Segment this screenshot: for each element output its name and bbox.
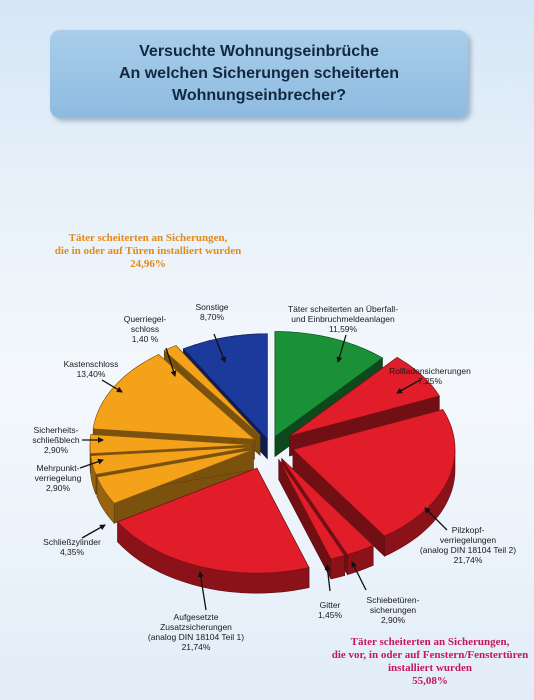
slice-arrow-11	[213, 333, 226, 363]
slice-arrow-0	[336, 334, 347, 363]
slice-label-9: Kastenschloss 13,40%	[64, 359, 119, 379]
slice-label-line: verriegelung	[35, 473, 82, 483]
group-windows-line-1: Täter scheiterten an Sicherungen,	[350, 636, 510, 648]
title-line-3: Wohnungseinbrecher?	[172, 87, 346, 104]
slice-label-line: (analog DIN 18104 Teil 2)	[420, 545, 516, 555]
group-windows-line-3: installiert wurden	[387, 662, 473, 674]
group-windows-value: 55,08%	[412, 675, 448, 687]
slice-label-line: Sonstige	[195, 302, 228, 312]
slice-value-label: 13,40%	[77, 369, 106, 379]
slice-label-10: Querriegel-schloss 1,40 %	[124, 314, 167, 344]
pie-slice-2	[292, 409, 456, 557]
group-doors-line-1: Täter scheiterten an Sicherungen,	[68, 232, 228, 244]
group-windows-note: Täter scheiterten an Sicherungen, die vo…	[300, 636, 534, 688]
slice-arrow-6	[81, 524, 106, 539]
slice-label-line: Gitter	[320, 600, 341, 610]
slice-value-label: 1,45%	[318, 610, 343, 620]
slice-label-1: Rollladensicherungen 7,25%	[389, 366, 471, 386]
slice-label-line: Schließzylinder	[43, 537, 101, 547]
slice-label-line: Mehrpunkt-	[37, 463, 80, 473]
slice-value-label: 21,74%	[454, 555, 483, 565]
pie-labels: Täter scheiterten an Überfall-und Einbru…	[32, 302, 516, 652]
pie-slices	[89, 331, 456, 594]
slice-value-label: 2,90%	[381, 615, 406, 625]
slice-arrow-10	[165, 347, 177, 377]
group-doors-line-2: die in oder auf Türen installiert wurden	[54, 245, 242, 257]
slice-label-6: Schließzylinder 4,35%	[43, 537, 101, 557]
slice-label-line: sicherungen	[370, 605, 417, 615]
slice-label-line: (analog DIN 18104 Teil 1)	[148, 632, 244, 642]
slice-label-line: Rollladensicherungen	[389, 366, 471, 376]
slice-value-label: 2,90%	[46, 483, 71, 493]
slice-arrow-3	[351, 561, 367, 591]
group-doors-note: Täter scheiterten an Sicherungen, die in…	[28, 232, 268, 271]
pie-slice-5	[116, 467, 310, 594]
title-line-1: Versuchte Wohnungseinbrüche	[139, 43, 379, 60]
slice-label-5: Aufgesetzte Zusatzsicherungen (analog DIN …	[148, 612, 244, 652]
slice-label-line: und Einbruchmeldeanlagen	[291, 314, 395, 324]
slice-arrow-5	[197, 571, 207, 611]
slice-label-7: Mehrpunkt-verriegelung 2,90%	[35, 463, 82, 493]
slice-value-label: 11,59%	[329, 324, 358, 334]
title-box: Versuchte Wohnungseinbrüche An welchen S…	[50, 30, 468, 118]
group-windows-line-2: die vor, in oder auf Fenstern/Fenstertür…	[331, 649, 529, 661]
slice-label-line: verriegelungen	[440, 535, 497, 545]
slice-arrow-2	[424, 507, 448, 531]
pie-slice-6	[96, 449, 254, 525]
slice-label-line: schließblech	[32, 435, 80, 445]
slice-arrow-4	[324, 564, 331, 592]
slice-arrow-9	[101, 379, 123, 393]
slice-value-label: 4,35%	[60, 547, 85, 557]
slice-label-line: Zusatzsicherungen	[160, 622, 232, 632]
slice-value-label: 8,70%	[200, 312, 225, 322]
slice-label-line: Aufgesetzte	[174, 612, 219, 622]
slice-value-label: 2,90%	[44, 445, 69, 455]
slice-label-line: schloss	[131, 324, 159, 334]
slice-label-line: Querriegel-	[124, 314, 167, 324]
slice-label-3: Schiebetüren-sicherungen 2,90%	[367, 595, 420, 625]
group-doors-value: 24,96%	[130, 258, 166, 270]
slice-label-0: Täter scheiterten an Überfall-und Einbru…	[288, 304, 398, 334]
slice-label-line: Schiebetüren-	[367, 595, 420, 605]
slice-label-line: Sicherheits-	[34, 425, 79, 435]
slice-value-label: 1,40 %	[132, 334, 159, 344]
slice-label-line: Kastenschloss	[64, 359, 119, 369]
title-line-2: An welchen Sicherungen scheiterten	[118, 65, 400, 82]
pie-slice-4	[278, 458, 346, 580]
slice-label-8: Sicherheits-schließblech 2,90%	[32, 425, 80, 455]
slice-label-11: Sonstige 8,70%	[195, 302, 228, 322]
slice-label-2: Pilzkopf-verriegelungen (analog DIN 18104…	[420, 525, 516, 565]
slice-arrow-7	[79, 458, 104, 469]
slice-value-label: 21,74%	[182, 642, 211, 652]
slice-label-4: Gitter 1,45%	[318, 600, 343, 620]
slice-arrow-1	[396, 379, 421, 394]
slice-label-line: Täter scheiterten an Überfall-	[288, 304, 398, 314]
slice-value-label: 7,25%	[418, 376, 443, 386]
slice-label-line: Pilzkopf-	[452, 525, 485, 535]
